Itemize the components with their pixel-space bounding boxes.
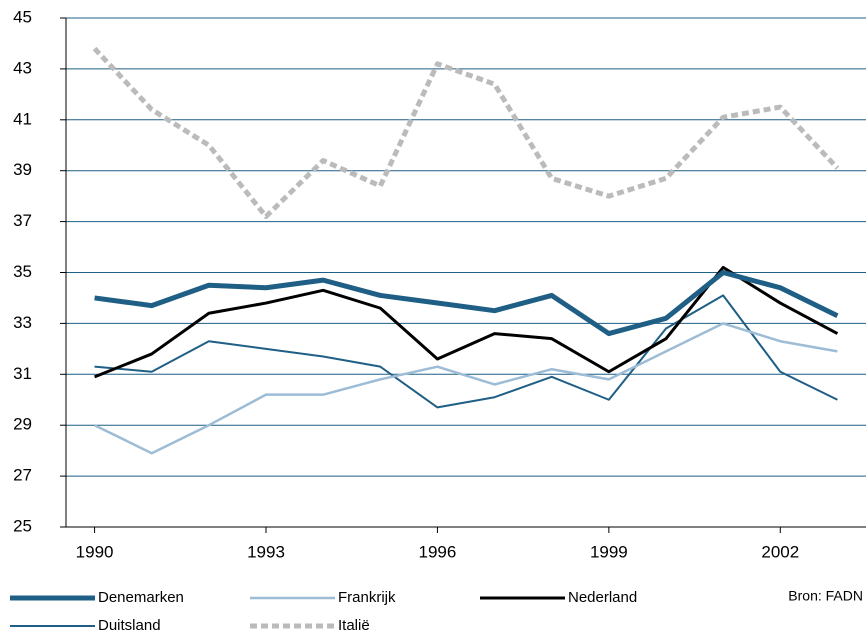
y-tick-label: 35 — [13, 262, 32, 281]
source-note: Bron: FADN — [788, 588, 863, 604]
x-tick-label: 1990 — [76, 542, 114, 561]
y-tick-label: 25 — [13, 516, 32, 535]
x-tick-label: 1993 — [247, 542, 285, 561]
y-tick-label: 33 — [13, 313, 32, 332]
y-tick-label: 43 — [13, 58, 32, 77]
y-tick-label: 29 — [13, 415, 32, 434]
legend-label: Nederland — [568, 589, 637, 606]
legend-label: Denemarken — [98, 589, 184, 606]
x-tick-label: 1996 — [419, 542, 457, 561]
y-tick-label: 41 — [13, 109, 32, 128]
series-line — [92, 46, 840, 220]
y-tick-label: 27 — [13, 466, 32, 485]
y-tick-label: 37 — [13, 211, 32, 230]
legend-label: Italië — [338, 617, 370, 634]
y-tick-label: 45 — [13, 7, 32, 26]
x-tick-label: 1999 — [590, 542, 628, 561]
series-line — [94, 322, 838, 455]
legend-label: Frankrijk — [338, 589, 396, 606]
legend-label: Duitsland — [98, 617, 161, 634]
series-line — [94, 294, 838, 409]
series-line — [94, 270, 839, 337]
legend: Denemarken Frankrijk Nederland Duitsland Ita… — [10, 589, 637, 634]
y-tick-label: 31 — [13, 364, 32, 383]
x-tick-label: 2002 — [761, 542, 799, 561]
y-tick-label: 39 — [13, 160, 32, 179]
